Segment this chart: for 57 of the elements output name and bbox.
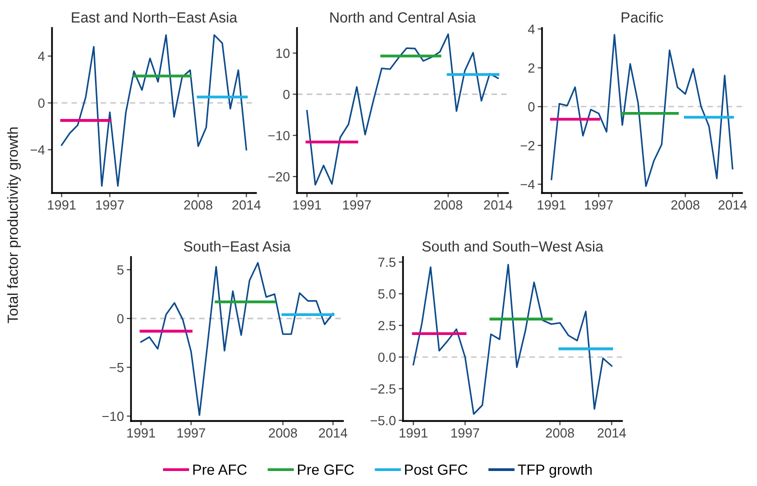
y-tick-label: 5	[117, 265, 124, 275]
y-tick-label: 5.0	[378, 289, 396, 299]
line-series	[550, 34, 734, 187]
y-tick-label: 4	[38, 52, 45, 61]
chart-title: Pacific	[622, 12, 664, 23]
y-tick-label: 0.0	[378, 352, 396, 362]
y-axis-title: Total factor productivity growth	[7, 127, 21, 324]
x-tick-label: 1997	[96, 200, 124, 210]
y-tick-label: 0	[283, 90, 290, 100]
x-tick-label: 1997	[343, 200, 371, 210]
line-series	[306, 33, 499, 186]
y-tick-label: 0	[38, 98, 45, 108]
x-tick-label: 1991	[127, 428, 156, 438]
line-series	[412, 264, 612, 415]
y-tick-label: −20	[268, 172, 290, 182]
x-tick-label: 2014	[318, 428, 348, 438]
x-tick-label: 1997	[177, 428, 206, 438]
x-tick-label: 2014	[718, 200, 747, 210]
y-tick-label: 2.5	[378, 320, 396, 330]
legend-label: Post GFC	[405, 464, 468, 475]
x-tick-label: 1991	[400, 428, 428, 438]
y-tick-label: 2	[528, 63, 534, 73]
y-tick-label: −4	[520, 180, 535, 190]
y-tick-label: −10	[102, 412, 124, 422]
x-tick-label: 1991	[293, 200, 321, 210]
x-tick-label: 1991	[538, 200, 566, 210]
chart-title: North and Central Asia	[330, 12, 476, 23]
x-tick-label: 2014	[232, 200, 261, 210]
y-tick-label: −5	[110, 363, 124, 372]
x-tick-label: 2008	[268, 428, 298, 438]
y-tick-label: 7.5	[378, 258, 396, 267]
x-tick-label: 2008	[671, 200, 700, 210]
y-tick-label: −5.0	[370, 416, 396, 426]
legend-label: Pre AFC	[193, 464, 247, 475]
chart-title: South−East Asia	[184, 240, 291, 252]
y-tick-label: 0	[117, 314, 124, 324]
legend-label: TFP growth	[518, 464, 592, 478]
legend-label: Pre GFC	[298, 464, 354, 475]
y-tick-label: −4	[30, 145, 45, 154]
x-tick-label: 1997	[585, 200, 613, 210]
y-tick-label: −2	[520, 141, 534, 150]
x-tick-label: 2014	[598, 428, 626, 438]
y-tick-label: 4	[528, 24, 535, 34]
y-tick-label: 0	[528, 102, 535, 112]
line-series	[60, 34, 248, 187]
line-series	[140, 262, 334, 416]
x-tick-label: 2014	[484, 200, 512, 210]
y-tick-label: 10	[276, 48, 290, 58]
x-tick-label: 1997	[451, 428, 480, 438]
x-tick-label: 2008	[184, 200, 212, 210]
chart-title: South and South−West Asia	[422, 240, 604, 252]
x-tick-label: 2008	[546, 428, 574, 438]
chart-title: East and North−East Asia	[72, 12, 238, 23]
y-tick-label: −2.5	[370, 384, 396, 394]
y-tick-label: −10	[268, 130, 290, 140]
x-tick-label: 2008	[434, 200, 462, 210]
x-tick-label: 1991	[48, 200, 76, 210]
